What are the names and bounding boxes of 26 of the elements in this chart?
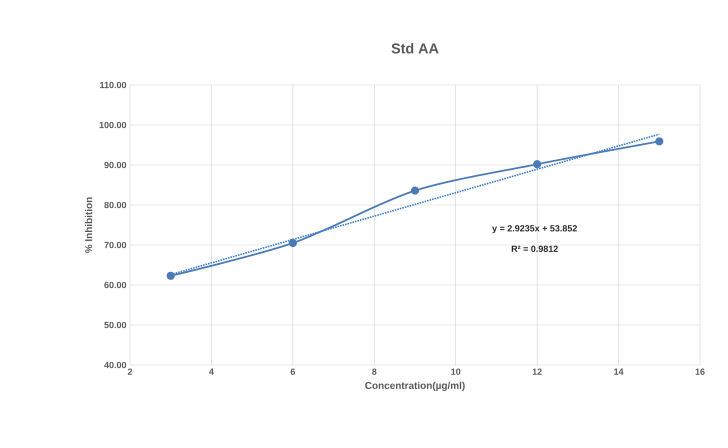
- annotation: R² = 0.9812: [512, 246, 558, 252]
- x-tick-label: 12: [532, 368, 542, 375]
- x-tick-label: 8: [372, 368, 377, 375]
- point: [288, 238, 297, 248]
- x-tick-label: 6: [290, 368, 296, 375]
- x-tick-label: 14: [614, 368, 624, 375]
- y-tick-label: 40.00: [104, 362, 126, 368]
- annotation: y = 2.9235x + 53.852: [492, 225, 577, 234]
- y-tick-label: 90.00: [104, 162, 126, 168]
- point: [655, 137, 664, 146]
- y-tick-label: 80.00: [104, 202, 126, 208]
- chart-title: Std AA: [392, 42, 439, 54]
- point: [410, 186, 420, 195]
- point: [166, 272, 175, 280]
- point: [533, 160, 542, 168]
- y-tick-label: 50.00: [104, 322, 126, 328]
- x-axis-title: Concentration(µg/ml): [365, 382, 465, 392]
- x-tick-label: 2: [128, 368, 132, 375]
- y-tick-label: 110.00: [100, 82, 126, 88]
- y-tick-label: 100.00: [100, 122, 126, 128]
- x-tick-label: 16: [696, 368, 705, 375]
- y-axis-title: % Inhibition: [84, 197, 92, 253]
- y-tick-label: 70.00: [104, 242, 126, 248]
- x-tick-label: 4: [209, 368, 214, 375]
- y-tick-label: 60.00: [104, 282, 126, 288]
- x-tick-label: 10: [451, 368, 460, 375]
